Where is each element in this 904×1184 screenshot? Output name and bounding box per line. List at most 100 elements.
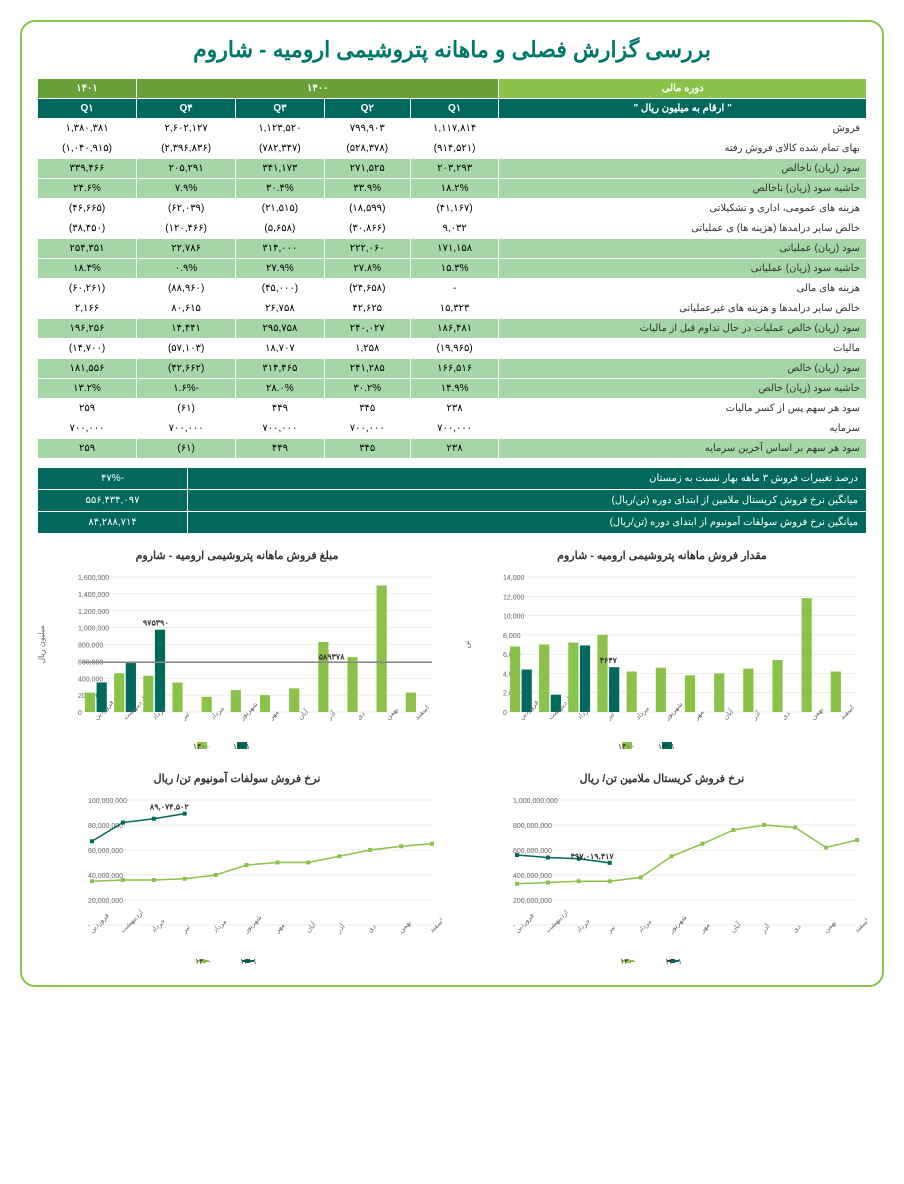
row-label: حاشیه سود (زیان) خالص — [499, 379, 867, 399]
row-label: سود هر سهم پس از کسر مالیات — [499, 399, 867, 419]
svg-text:تیر: تیر — [180, 711, 191, 722]
svg-text:8,000: 8,000 — [503, 633, 521, 640]
cell: - — [410, 279, 499, 299]
cell: (۶۱) — [137, 399, 236, 419]
svg-text:10,000: 10,000 — [503, 614, 525, 621]
cell: ۷۰۰,۰۰۰ — [236, 419, 325, 439]
cell: ۲۵۹ — [38, 439, 137, 459]
cell: ۱۳.۲% — [38, 379, 137, 399]
cell: ۳۰.۲% — [324, 379, 410, 399]
svg-text:۹۷۵۳۹۰: ۹۷۵۳۹۰ — [143, 619, 169, 628]
cell: ۲۶,۷۵۸ — [236, 299, 325, 319]
svg-text:۴۹۷,۰۱۹,۴۱۷: ۴۹۷,۰۱۹,۴۱۷ — [571, 852, 615, 861]
cell: ۲۳۸ — [410, 399, 499, 419]
cell: ۱۶۶,۵۱۶ — [410, 359, 499, 379]
cell: ۳۱۴,۰۰۰ — [236, 239, 325, 259]
summary-row: میانگین نرخ فروش سولفات آمونیوم از ابتدا… — [38, 512, 867, 534]
svg-text:60,000,000: 60,000,000 — [88, 848, 123, 855]
cell: (۶۰,۲۶۱) — [38, 279, 137, 299]
svg-text:0: 0 — [503, 710, 507, 717]
svg-text:20,000,000: 20,000,000 — [88, 898, 123, 905]
th-period: دوره مالی — [499, 79, 867, 99]
cell: ۷۰۰,۰۰۰ — [137, 419, 236, 439]
cell: ۲۷.۸% — [324, 259, 410, 279]
cell: ۷.۹% — [137, 179, 236, 199]
summary-row: میانگین نرخ فروش کریستال ملامین از ابتدا… — [38, 490, 867, 512]
cell: ۲۷.۹% — [236, 259, 325, 279]
svg-text:شهریور: شهریور — [242, 914, 263, 935]
svg-text:اسفند: اسفند — [853, 917, 867, 935]
svg-text:مهر: مهر — [698, 922, 711, 935]
cell: ۳۳۹,۴۶۶ — [38, 159, 137, 179]
svg-text:1,000,000,000: 1,000,000,000 — [513, 798, 558, 805]
summary-label: میانگین نرخ فروش کریستال ملامین از ابتدا… — [188, 490, 867, 512]
svg-text:۱۴۰۰: ۱۴۰۰ — [195, 957, 212, 966]
cell: ۰.۹% — [137, 259, 236, 279]
row-label: سود (زیان) عملیاتی — [499, 239, 867, 259]
table-row: سود هر سهم بر اساس آخرین سرمایه۲۳۸۳۴۵۴۴۹… — [38, 439, 867, 459]
chart3-title: نرخ فروش کریستال ملامین تن/ ریال — [457, 772, 867, 785]
svg-text:800,000,000: 800,000,000 — [513, 823, 552, 830]
cell: ۷۰۰,۰۰۰ — [324, 419, 410, 439]
chart-melamine: نرخ فروش کریستال ملامین تن/ ریال -200,00… — [457, 772, 867, 970]
cell: ۱۹۶,۲۵۶ — [38, 319, 137, 339]
cell: ۱۸۱,۵۵۶ — [38, 359, 137, 379]
svg-text:800,000: 800,000 — [78, 643, 103, 650]
cell: ۲,۶۰۲,۱۲۷ — [137, 119, 236, 139]
svg-text:12,000: 12,000 — [503, 594, 525, 601]
cell: ۱۷۱,۱۵۸ — [410, 239, 499, 259]
financial-table: دوره مالی ۱۴۰۰ ۱۴۰۱ " ارقام به میلیون ری… — [37, 78, 867, 459]
cell: ۱۴.۹% — [410, 379, 499, 399]
svg-text:۵۸۹۳۷۸: ۵۸۹۳۷۸ — [319, 652, 345, 661]
cell: ۲۲۲,۰۶۰ — [324, 239, 410, 259]
cell: (۵۲۸,۳۷۸) — [324, 139, 410, 159]
svg-text:خرداد: خرداد — [575, 917, 592, 934]
page-title: بررسی گزارش فصلی و ماهانه پتروشیمی ارومی… — [37, 37, 867, 63]
th-1401: ۱۴۰۱ — [38, 79, 137, 99]
svg-text:آذر: آذر — [333, 921, 347, 935]
cell: ۳۴۵ — [324, 439, 410, 459]
cell: ۱,۱۲۳,۵۲۰ — [236, 119, 325, 139]
summary-row: درصد تغییرات فروش ۳ ماهه بهار نسبت به زم… — [38, 468, 867, 490]
cell: ۲۸.۰% — [236, 379, 325, 399]
cell: (۴۶,۶۶۵) — [38, 199, 137, 219]
table-row: سود (زیان) خالص عملیات در حال تداوم قبل … — [38, 319, 867, 339]
svg-text:خرداد: خرداد — [150, 917, 167, 934]
cell: ۲۳۸ — [410, 439, 499, 459]
th-1400: ۱۴۰۰ — [137, 79, 499, 99]
cell: (۱۴,۷۰۰) — [38, 339, 137, 359]
cell: (۱۸,۵۹۹) — [324, 199, 410, 219]
row-label: حاشیه سود (زیان) ناخالص — [499, 179, 867, 199]
svg-text:200,000,000: 200,000,000 — [513, 898, 552, 905]
svg-text:تیر: تیر — [605, 711, 616, 722]
cell: (۵۷,۱۰۳) — [137, 339, 236, 359]
svg-text:۱۴۰۱: ۱۴۰۱ — [658, 742, 675, 751]
th-unit: " ارقام به میلیون ریال " — [499, 99, 867, 119]
cell: (۴۱,۱۶۷) — [410, 199, 499, 219]
svg-text:1,600,000: 1,600,000 — [78, 575, 109, 582]
cell: ۴۴۹ — [236, 439, 325, 459]
summary-value: ۸۴,۲۸۸,۷۱۴ — [38, 512, 188, 534]
svg-text:آذر: آذر — [758, 921, 772, 935]
cell: (۴۵,۰۰۰) — [236, 279, 325, 299]
svg-text:بهمن: بهمن — [398, 919, 413, 934]
svg-text:۱۴۰۱: ۱۴۰۱ — [240, 957, 257, 966]
cell: (۹۱۴,۵۲۱) — [410, 139, 499, 159]
table-row: حاشیه سود (زیان) عملیاتی۱۵.۳%۲۷.۸%۲۷.۹%۰… — [38, 259, 867, 279]
th-q1: Q۱ — [410, 99, 499, 119]
cell: ۳۰.۴% — [236, 179, 325, 199]
svg-text:400,000: 400,000 — [78, 676, 103, 683]
cell: ۲۴.۶% — [38, 179, 137, 199]
row-label: سود هر سهم بر اساس آخرین سرمایه — [499, 439, 867, 459]
svg-text:مرداد: مرداد — [636, 917, 653, 934]
th-q2: Q۲ — [324, 99, 410, 119]
row-label: خالص سایر درامدها (هزینه ها) ی عملیاتی — [499, 219, 867, 239]
cell: ۱۵.۳% — [410, 259, 499, 279]
cell: ۱۸,۷۰۷ — [236, 339, 325, 359]
table-row: حاشیه سود (زیان) ناخالص۱۸.۲%۳۳.۹%۳۰.۴%۷.… — [38, 179, 867, 199]
chart4-title: نرخ فروش سولفات آمونیوم تن/ ریال — [32, 772, 442, 785]
cell: ۱۸.۲% — [410, 179, 499, 199]
cell: ۲۴۰,۰۲۷ — [324, 319, 410, 339]
svg-text:0: 0 — [78, 710, 82, 717]
svg-text:اردیبهشت: اردیبهشت — [544, 908, 570, 934]
